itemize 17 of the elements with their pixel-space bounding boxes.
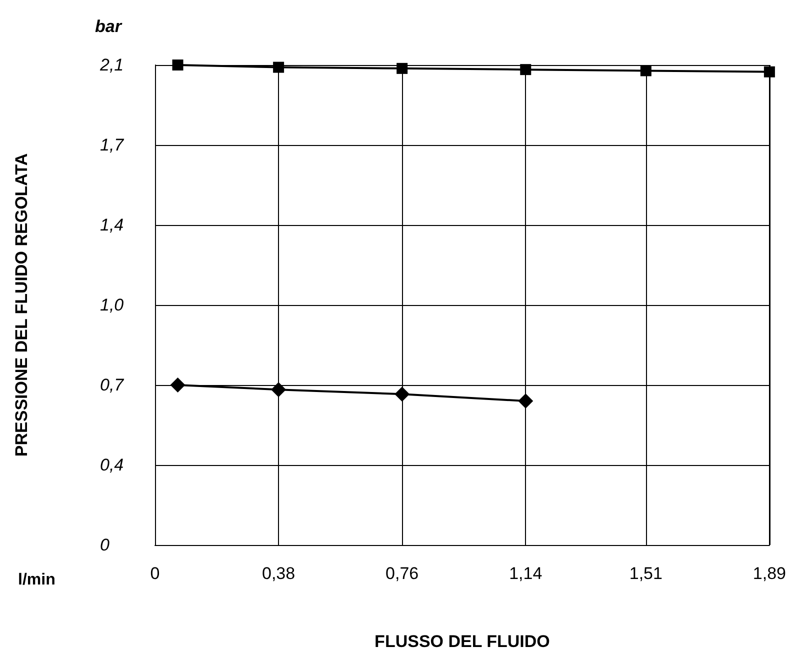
x-tick-label: 1,14 — [509, 564, 542, 583]
y-tick-label: 0,7 — [100, 376, 124, 394]
x-tick-label: 0,76 — [386, 564, 419, 583]
y-tick-label: 1,0 — [100, 296, 124, 314]
x-tick-label: 0 — [150, 564, 160, 583]
x-tick-label: 0,38 — [262, 564, 296, 583]
x-tick-label: 1,51 — [629, 564, 662, 583]
y-tick-label: 1,4 — [100, 216, 124, 234]
y-tick-label: 2,1 — [99, 56, 124, 74]
y-tick-label: 0,4 — [100, 456, 124, 474]
y-axis-title: PRESSIONE DEL FLUIDO REGOLATA — [12, 153, 31, 457]
text: bar — [95, 17, 123, 36]
x-axis-title: FLUSSO DEL FLUIDO — [374, 632, 550, 651]
x-tick-label: 1,89 — [752, 564, 786, 583]
text: l/min — [18, 572, 56, 588]
y-tick-label: 0 — [100, 536, 110, 554]
y-tick-label: 1,7 — [100, 136, 124, 154]
